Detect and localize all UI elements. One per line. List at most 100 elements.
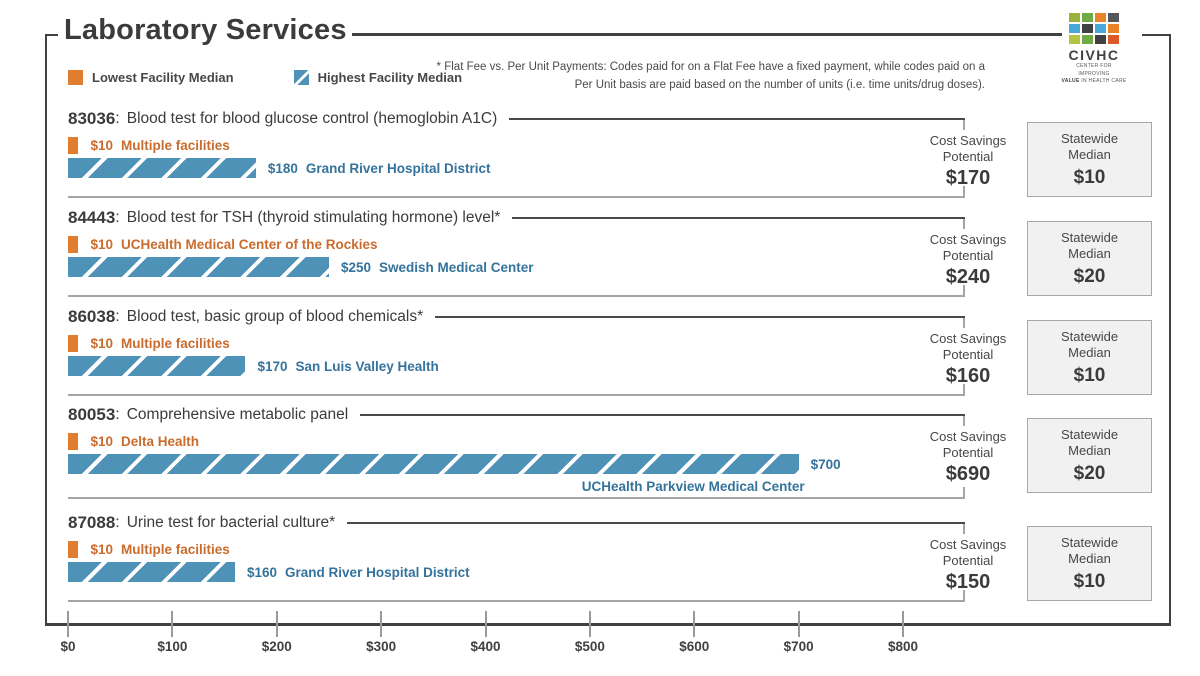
cost-savings-value: $160 <box>945 365 991 388</box>
statewide-label-1: Statewide <box>1060 329 1119 344</box>
highest-facility: Grand River Hospital District <box>285 564 470 580</box>
lowest-facility: UCHealth Medical Center of the Rockies <box>120 237 378 252</box>
row-rule-bottom <box>68 384 965 396</box>
civhc-logo-tagline: CENTER FOR IMPROVING VALUE IN HEALTH CAR… <box>1060 63 1128 86</box>
bracket-tick-up <box>963 384 965 394</box>
lowest-median-swatch <box>68 70 83 85</box>
highest-value: $160 <box>247 564 278 580</box>
row-rule-bottom <box>68 285 965 297</box>
highest-bar-row: $170 San Luis Valley Health <box>68 356 965 376</box>
logo-grid-cell <box>1095 24 1106 33</box>
chart-row-80053: 80053: Comprehensive metabolic panel $10… <box>68 404 1152 499</box>
row-title: 80053: Comprehensive metabolic panel <box>68 404 965 426</box>
cost-savings-block: Cost Savings Potential $150 <box>925 537 1011 594</box>
lowest-median-bar <box>68 541 79 558</box>
bracket-tick-up <box>963 285 965 295</box>
logo-grid-cell <box>1082 24 1093 33</box>
highest-bar-row: $250 Swedish Medical Center <box>68 257 965 277</box>
cost-savings-block: Cost Savings Potential $160 <box>925 331 1011 388</box>
statewide-label-1: Statewide <box>1060 131 1119 146</box>
highest-bar-label: $160 Grand River Hospital District <box>247 565 470 580</box>
row-rule-bottom <box>68 590 965 602</box>
frame-bottom-border <box>45 623 1171 626</box>
procedure-description: Blood test for TSH (thyroid stimulating … <box>126 209 501 226</box>
code-separator: : <box>115 209 120 226</box>
chart-row-84443: 84443: Blood test for TSH (thyroid stimu… <box>68 207 1152 297</box>
code-separator: : <box>115 110 120 127</box>
highest-bar-row: $700 UCHealth Parkview Medical Center <box>68 454 965 494</box>
highest-bar-label: $250 Swedish Medical Center <box>341 260 534 275</box>
logo-grid-cell <box>1082 13 1093 22</box>
axis-tick-label: $500 <box>574 639 605 654</box>
highest-facility: Swedish Medical Center <box>378 259 534 275</box>
statewide-median-box: Statewide Median $20 <box>1027 221 1152 296</box>
cost-savings-value: $150 <box>945 571 991 594</box>
statewide-label-1: Statewide <box>1060 230 1119 245</box>
axis-tick-label: $800 <box>887 639 919 654</box>
highest-facility: Grand River Hospital District <box>305 160 491 176</box>
bracket-tick-down <box>963 318 965 328</box>
highest-bar-label: $700 <box>811 457 841 472</box>
page-title: Laboratory Services <box>64 14 347 46</box>
row-title: 86038: Blood test, basic group of blood … <box>68 306 965 328</box>
footnote-line-1: * Flat Fee vs. Per Unit Payments: Codes … <box>436 61 985 73</box>
statewide-median-value: $10 <box>1073 364 1106 386</box>
bracket-tick-up <box>963 487 965 497</box>
highest-median-bar <box>68 257 329 277</box>
footnote-line-2: Per Unit basis are paid based on the num… <box>574 78 985 91</box>
bracket-tick-down <box>963 524 965 534</box>
cost-savings-label-2: Potential <box>942 552 994 568</box>
lowest-value: $10 <box>90 542 113 557</box>
highest-bar-row: $180 Grand River Hospital District <box>68 158 965 178</box>
statewide-median-box: Statewide Median $10 <box>1027 526 1152 601</box>
row-rule-top <box>360 414 965 426</box>
cost-savings-label-2: Potential <box>942 444 994 460</box>
procedure-code: 84443 <box>68 208 116 227</box>
cost-savings-value: $240 <box>945 266 991 289</box>
row-rule-top <box>435 316 965 328</box>
logo-grid-cell <box>1069 35 1080 44</box>
highest-median-bar <box>68 158 256 178</box>
lowest-value: $10 <box>90 138 113 153</box>
legend-item-lowest: Lowest Facility Median <box>68 70 234 85</box>
lowest-median-bar <box>68 236 79 253</box>
logo-grid-cell <box>1082 35 1093 44</box>
statewide-label-2: Median <box>1068 551 1111 567</box>
lowest-bar-label: $10 Multiple facilities <box>90 336 229 351</box>
axis-tick-label: $300 <box>366 639 397 654</box>
cost-savings-value: $170 <box>945 167 991 190</box>
logo-grid-cell <box>1108 24 1119 33</box>
procedure-code: 83036 <box>68 109 116 128</box>
highest-median-swatch <box>293 70 309 85</box>
lowest-median-bar <box>68 335 79 352</box>
lowest-bar-row: $10 Multiple facilities <box>68 541 965 558</box>
civhc-logo-grid <box>1069 13 1119 44</box>
highest-bar-label: $180 Grand River Hospital District <box>268 161 491 176</box>
procedure-code: 80053 <box>68 405 116 424</box>
logo-grid-cell <box>1095 13 1106 22</box>
code-separator: : <box>115 406 120 423</box>
procedure-description: Comprehensive metabolic panel <box>126 406 349 423</box>
cost-savings-label-1: Cost Savings <box>929 232 1007 247</box>
row-rule-bottom <box>68 487 965 499</box>
statewide-median-value: $10 <box>1073 570 1106 592</box>
cost-savings-label-2: Potential <box>942 247 994 263</box>
lowest-bar-label: $10 Multiple facilities <box>90 542 229 557</box>
legend: Lowest Facility Median Highest Facility … <box>68 70 462 85</box>
chart-row-87088: 87088: Urine test for bacterial culture*… <box>68 512 1152 602</box>
row-rule-top <box>347 522 965 534</box>
lowest-bar-label: $10 Delta Health <box>90 434 199 449</box>
axis-tick-label: $0 <box>60 639 76 654</box>
lowest-facility: Delta Health <box>120 434 199 449</box>
axis-tick-label: $400 <box>470 639 501 654</box>
highest-value: $170 <box>257 358 288 374</box>
lowest-value: $10 <box>90 336 113 351</box>
highest-facility: San Luis Valley Health <box>295 358 439 374</box>
logo-grid-cell <box>1108 35 1119 44</box>
procedure-description: Blood test, basic group of blood chemica… <box>126 308 424 325</box>
lowest-facility: Multiple facilities <box>120 138 230 153</box>
bracket-tick-down <box>963 219 965 229</box>
cost-savings-block: Cost Savings Potential $240 <box>925 232 1011 289</box>
logo-grid-cell <box>1095 35 1106 44</box>
cost-savings-label-2: Potential <box>942 346 994 362</box>
